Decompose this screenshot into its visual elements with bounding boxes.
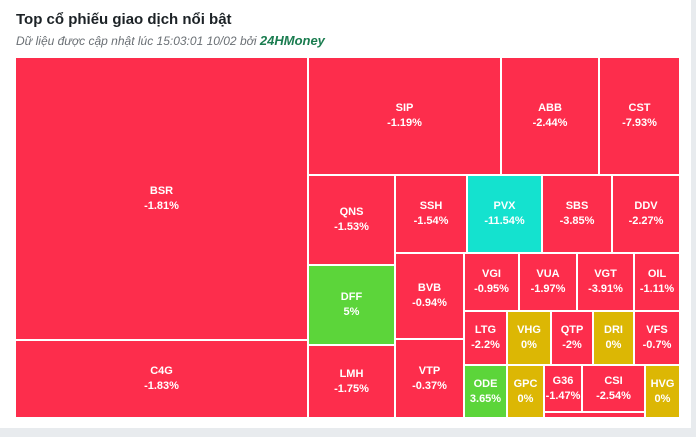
tile-change: -3.85%: [559, 215, 595, 227]
tile-change: -11.54%: [484, 215, 525, 227]
tile-change: -0.37%: [412, 379, 447, 392]
tile-sbs[interactable]: SBS -3.85%: [542, 175, 612, 253]
tile-ddv[interactable]: DDV -2.27%: [612, 175, 680, 253]
tile-symbol: QNS: [339, 206, 364, 218]
tile-symbol: HVG: [650, 377, 675, 390]
tile-symbol: LMH: [339, 367, 364, 380]
tile-symbol: LTG: [474, 324, 497, 336]
tile-qns[interactable]: QNS -1.53%: [308, 175, 395, 265]
tile-vhg[interactable]: VHG 0%: [507, 311, 551, 365]
tile-change: -1.47%: [545, 389, 581, 402]
tile-symbol: ABB: [538, 102, 562, 114]
tile-symbol: CST: [628, 102, 651, 114]
tile-change: -1.11%: [639, 283, 675, 295]
stock-treemap: BSR -1.81% C4G -1.83% SIP -1.19% ABB -2.44% …: [15, 57, 680, 418]
tile-symbol: C4G: [150, 365, 173, 377]
tile-gpc[interactable]: GPC 0%: [507, 365, 544, 418]
tile-symbol: ODE: [473, 377, 498, 390]
tile-symbol: BVB: [417, 282, 442, 294]
tile-change: 0%: [654, 392, 671, 405]
tile-bsr[interactable]: BSR -1.81%: [15, 57, 308, 340]
tile-symbol: QTP: [560, 324, 584, 336]
tile-change: -2.54%: [596, 389, 631, 402]
tile-qtp[interactable]: QTP -2%: [551, 311, 593, 365]
tile-symbol: VHG: [517, 324, 541, 336]
tile-oil[interactable]: OIL -1.11%: [634, 253, 680, 311]
tile-symbol: DDV: [634, 200, 658, 212]
tile-vgi[interactable]: VGI -0.95%: [464, 253, 519, 311]
tile-vfs[interactable]: VFS -0.7%: [634, 311, 680, 365]
tile-change: -0.94%: [412, 297, 447, 309]
tile-change: -3.91%: [588, 283, 623, 295]
tile-change: -1.81%: [144, 199, 179, 212]
tile-small[interactable]: [544, 412, 645, 418]
tile-change: -2.2%: [471, 339, 500, 351]
tile-dri[interactable]: DRI 0%: [593, 311, 634, 365]
tile-symbol: VTP: [418, 364, 441, 377]
tile-symbol: SIP: [395, 102, 414, 114]
tile-change: -1.75%: [334, 382, 369, 395]
tile-ode[interactable]: ODE 3.65%: [464, 365, 507, 418]
tile-symbol: CSI: [604, 374, 623, 387]
tile-dff[interactable]: DFF 5%: [308, 265, 395, 345]
brand-link[interactable]: 24HMoney: [259, 33, 325, 48]
tile-change: -1.53%: [334, 221, 369, 233]
tile-change: 5%: [343, 306, 360, 318]
tile-symbol: VGT: [594, 268, 617, 280]
tile-change: -0.7%: [642, 339, 672, 351]
tile-change: -2%: [562, 339, 582, 351]
tile-symbol: DFF: [340, 291, 363, 303]
tile-symbol: DRI: [604, 324, 623, 336]
tile-vua[interactable]: VUA -1.97%: [519, 253, 577, 311]
tile-change: -2.27%: [628, 215, 664, 227]
tile-abb[interactable]: ABB -2.44%: [501, 57, 599, 175]
tile-change: 3.65%: [469, 392, 502, 405]
tile-symbol: OIL: [647, 268, 667, 280]
tile-bvb[interactable]: BVB -0.94%: [395, 253, 464, 339]
tile-hvg[interactable]: HVG 0%: [645, 365, 680, 418]
tile-change: -1.97%: [530, 283, 566, 295]
tile-change: 0%: [605, 339, 622, 351]
tile-symbol: PVX: [493, 200, 516, 212]
tile-csi[interactable]: CSI -2.54%: [582, 365, 645, 412]
tile-lmh[interactable]: LMH -1.75%: [308, 345, 395, 418]
update-timestamp-text: Dữ liệu được cập nhật lúc 15:03:01 10/02…: [16, 34, 257, 48]
tile-change: -0.95%: [474, 283, 509, 295]
tile-symbol: G36: [552, 374, 574, 387]
tile-cst[interactable]: CST -7.93%: [599, 57, 680, 175]
tile-symbol: GPC: [513, 377, 538, 390]
tile-ltg[interactable]: LTG -2.2%: [464, 311, 507, 365]
tile-change: -7.93%: [622, 117, 657, 129]
horizontal-scrollbar[interactable]: [0, 428, 691, 437]
tile-change: -1.83%: [144, 380, 179, 392]
tile-change: 0%: [517, 392, 534, 405]
tile-symbol: SBS: [565, 200, 589, 212]
tile-pvx[interactable]: PVX -11.54%: [467, 175, 542, 253]
tile-ssh[interactable]: SSH -1.54%: [395, 175, 467, 253]
tile-change: 0%: [521, 339, 537, 351]
tile-change: -1.19%: [387, 117, 422, 129]
tile-symbol: VUA: [536, 268, 560, 280]
tile-vtp[interactable]: VTP -0.37%: [395, 339, 464, 418]
widget-title: Top cổ phiếu giao dịch nổi bật: [16, 11, 232, 28]
tile-change: -2.44%: [532, 117, 568, 129]
tile-vgt[interactable]: VGT -3.91%: [577, 253, 634, 311]
tile-sip[interactable]: SIP -1.19%: [308, 57, 501, 175]
tile-symbol: SSH: [419, 200, 443, 212]
tile-change: -1.54%: [413, 215, 449, 227]
tile-symbol: BSR: [149, 184, 174, 197]
tile-symbol: VFS: [646, 324, 668, 336]
update-info: Dữ liệu được cập nhật lúc 15:03:01 10/02…: [16, 33, 325, 48]
tile-g36[interactable]: G36 -1.47%: [544, 365, 582, 412]
tile-c4g[interactable]: C4G -1.83%: [15, 340, 308, 418]
tile-symbol: VGI: [482, 268, 501, 280]
